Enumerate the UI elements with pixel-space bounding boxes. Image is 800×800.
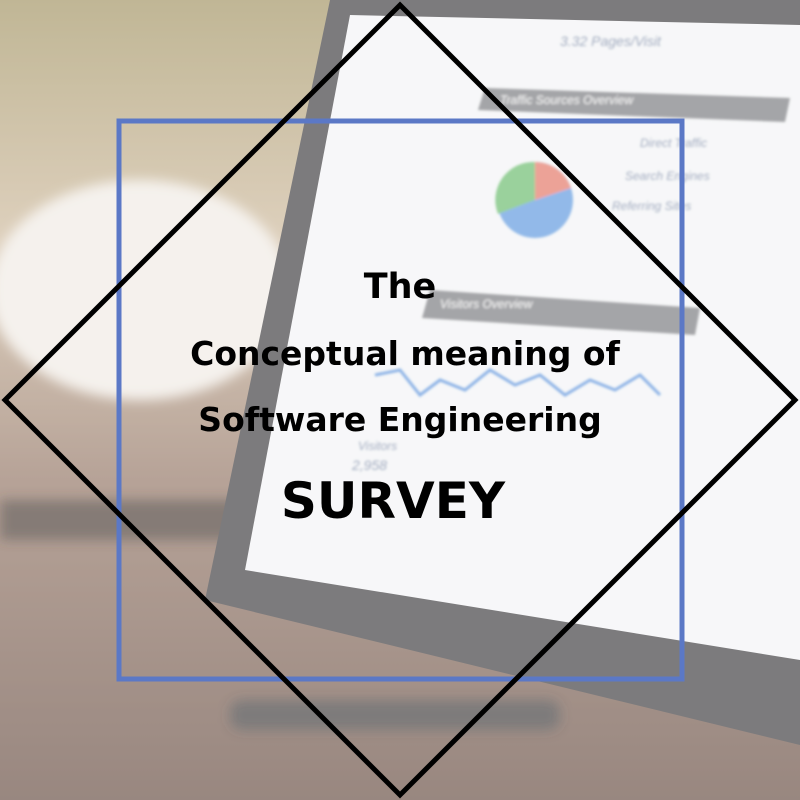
- pie-slice: [495, 161, 535, 214]
- title-line: The: [364, 267, 437, 307]
- pie-slice: [535, 162, 571, 200]
- tablet-screen: [245, 15, 800, 660]
- cup: [0, 180, 290, 400]
- visitors-label: Visitors: [358, 439, 397, 453]
- legend-item: Referring Sites: [612, 199, 691, 213]
- traffic-heading: Traffic Sources Overview: [500, 93, 634, 107]
- blue-frame: [116, 118, 685, 682]
- title-line: Software Engineering: [198, 400, 601, 439]
- pen-shadow: [0, 500, 260, 540]
- blurred-objects: [0, 180, 560, 730]
- legend-item: Direct Traffic: [640, 136, 707, 150]
- line-chart: [374, 368, 662, 398]
- panel-header: [422, 290, 700, 335]
- legend-item: Search Engines: [625, 169, 710, 183]
- pages-per-visit: 3.32 Pages/Visit: [560, 33, 662, 49]
- screen-content: 3.32 Pages/Visit Traffic Sources Overvie…: [351, 33, 790, 473]
- panel-header: [478, 88, 790, 122]
- visitors-heading: Visitors Overview: [440, 297, 534, 311]
- title-line: Conceptual meaning of: [190, 334, 620, 373]
- visitors-count: 2,958: [351, 457, 387, 473]
- title-survey: SURVEY: [281, 472, 506, 530]
